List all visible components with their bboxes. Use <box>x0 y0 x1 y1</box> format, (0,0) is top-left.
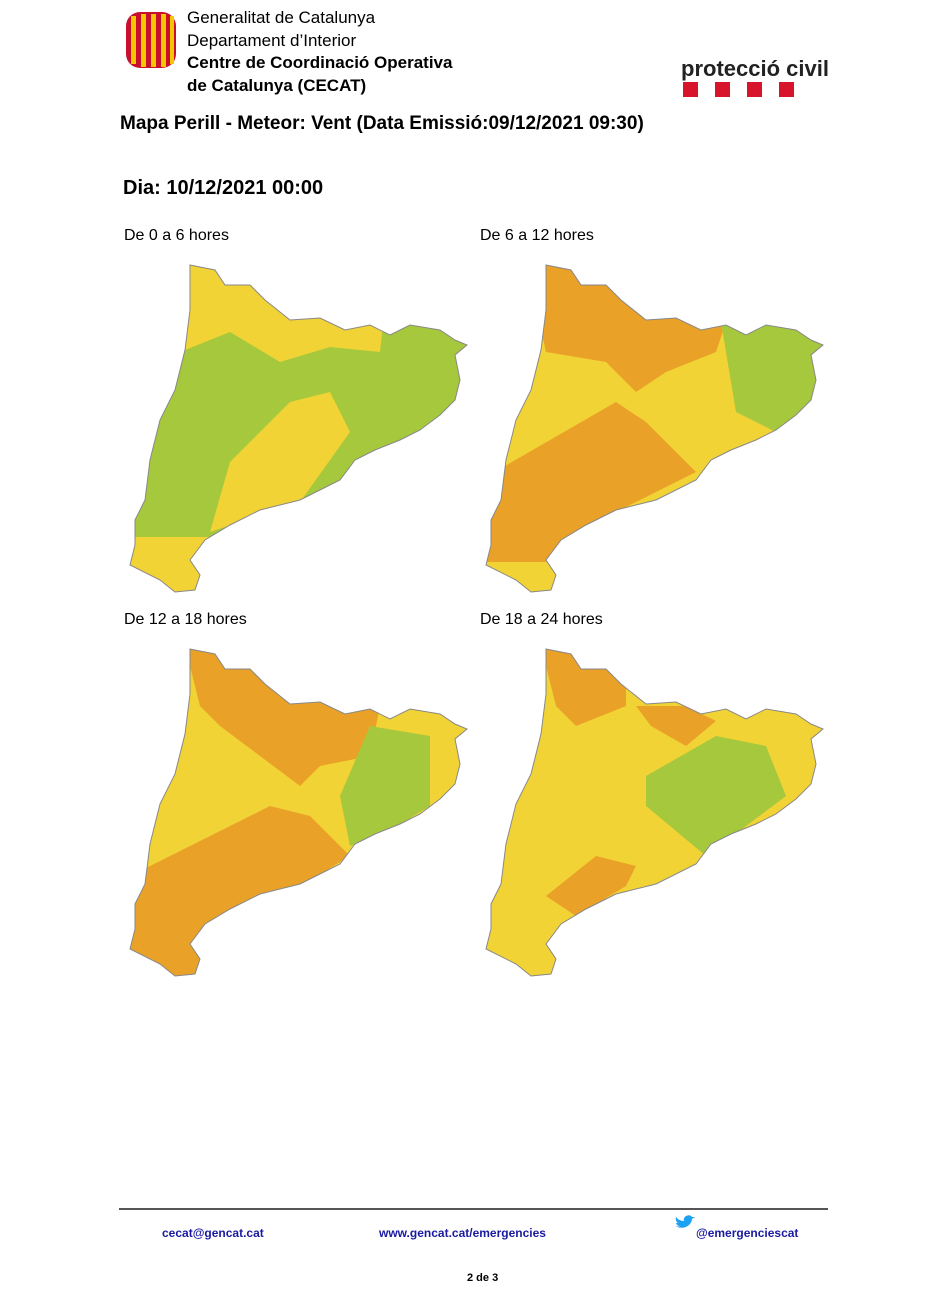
footer-twitter[interactable]: @emergenciescat <box>696 1226 799 1240</box>
map <box>485 264 824 593</box>
map <box>129 648 468 977</box>
brand: protecció civil <box>681 56 829 81</box>
footer-web[interactable]: www.gencat.cat/emergencies <box>379 1226 546 1240</box>
generalitat-logo <box>126 12 176 68</box>
panel-label: De 18 a 24 hores <box>480 611 603 628</box>
day: Dia: 10/12/2021 00:00 <box>123 177 324 199</box>
org-line: Generalitat de Catalunya <box>187 8 376 27</box>
twitter-icon <box>675 1215 695 1228</box>
panel-label: De 12 a 18 hores <box>124 611 247 628</box>
page-number: 2 de 3 <box>467 1272 499 1284</box>
document-title: Mapa Perill - Meteor: Vent (Data Emissió… <box>120 113 644 134</box>
map <box>129 264 468 593</box>
org-line: Departament d’Interior <box>187 31 357 50</box>
org-line: de Catalunya (CECAT) <box>187 76 367 95</box>
org-line: Centre de Coordinació Operativa <box>187 53 453 72</box>
map <box>485 648 824 977</box>
panel-label: De 0 a 6 hores <box>124 227 229 244</box>
panel-label: De 6 a 12 hores <box>480 227 594 244</box>
proteccio-civil-squares <box>683 82 794 97</box>
footer-email[interactable]: cecat@gencat.cat <box>162 1226 264 1240</box>
